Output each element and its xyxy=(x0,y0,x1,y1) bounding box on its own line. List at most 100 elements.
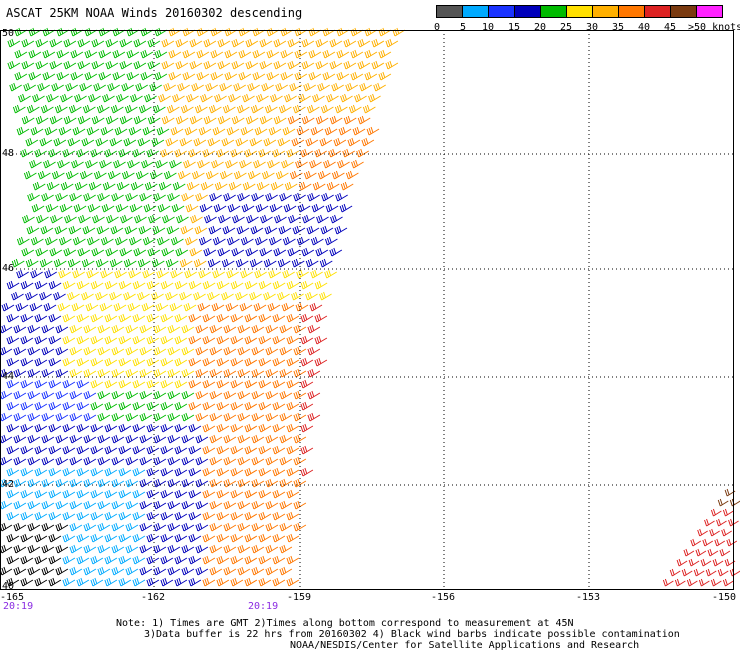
wind-barb xyxy=(319,291,332,301)
wind-barb xyxy=(6,555,20,565)
wind-barb xyxy=(195,544,209,554)
wind-barb xyxy=(41,434,55,444)
wind-barb xyxy=(84,71,98,81)
wind-barb xyxy=(697,528,708,537)
wind-barb xyxy=(195,478,209,488)
wind-barb xyxy=(244,489,258,499)
legend-swatch xyxy=(566,5,593,18)
wind-barb xyxy=(252,49,266,59)
wind-barb xyxy=(265,566,279,576)
wind-barb xyxy=(35,247,49,257)
wind-barb xyxy=(9,82,22,92)
wind-barb xyxy=(251,412,265,422)
wind-barb xyxy=(83,324,97,334)
wind-barb xyxy=(268,236,282,246)
wind-barb xyxy=(56,27,70,37)
wind-barb xyxy=(259,115,273,125)
wind-barb xyxy=(195,566,209,576)
wind-barb xyxy=(258,423,272,433)
wind-barb xyxy=(226,269,239,279)
wind-barb xyxy=(41,192,54,202)
wind-barb xyxy=(288,214,301,224)
wind-barb xyxy=(282,269,295,279)
wind-barb xyxy=(13,456,27,466)
note-line-2: 3)Data buffer is 22 hrs from 20160302 4)… xyxy=(144,629,680,640)
wind-barb xyxy=(141,302,155,312)
wind-barb xyxy=(205,82,218,92)
wind-barb xyxy=(216,555,230,565)
wind-barb xyxy=(30,126,44,136)
wind-barb xyxy=(21,38,35,48)
wind-barb xyxy=(63,38,77,48)
wind-barb xyxy=(83,434,97,444)
wind-barb xyxy=(235,137,249,147)
lon-label-165: -165 xyxy=(0,592,24,603)
wind-barb xyxy=(195,456,209,466)
wind-barb xyxy=(272,577,286,587)
wind-barb xyxy=(294,27,308,37)
wind-barb xyxy=(27,192,40,202)
wind-barb xyxy=(233,82,246,92)
wind-barb xyxy=(65,170,79,180)
wind-barb xyxy=(104,577,118,587)
wind-barb xyxy=(161,60,175,70)
wind-barb xyxy=(196,27,210,37)
wind-barb xyxy=(72,236,86,246)
wind-barb xyxy=(180,225,194,235)
wind-barb xyxy=(0,324,13,334)
wind-barb xyxy=(168,49,182,59)
wind-barb xyxy=(212,126,226,136)
wind-barb xyxy=(146,511,160,521)
wind-barb xyxy=(160,335,174,345)
wind-barb xyxy=(48,555,62,565)
wind-barb xyxy=(223,324,237,334)
wind-barb xyxy=(272,555,286,565)
wind-barb xyxy=(91,115,105,125)
wind-barb xyxy=(204,214,217,224)
wind-barb xyxy=(301,60,315,70)
wind-barb xyxy=(76,577,90,587)
wind-barb xyxy=(97,500,111,510)
wind-barb xyxy=(90,511,104,521)
wind-barb xyxy=(203,60,217,70)
wind-barb xyxy=(62,555,76,565)
wind-barb xyxy=(53,291,66,301)
wind-barb xyxy=(324,126,338,136)
wind-barb xyxy=(307,346,321,356)
wind-barb xyxy=(155,159,168,169)
wind-barb xyxy=(210,27,224,37)
wind-barb xyxy=(181,346,195,356)
wind-barb xyxy=(20,489,34,499)
wind-barb xyxy=(54,104,68,114)
wind-barb xyxy=(70,71,84,81)
wind-barb xyxy=(240,236,254,246)
wind-barb xyxy=(237,390,251,400)
wind-barb xyxy=(41,456,55,466)
wind-barb xyxy=(90,445,104,455)
wind-barb xyxy=(174,511,188,521)
wind-barb xyxy=(197,302,211,312)
wind-barb xyxy=(97,566,111,576)
wind-barb xyxy=(221,137,235,147)
wind-barb xyxy=(118,401,132,411)
wind-barb xyxy=(58,269,71,279)
wind-barb xyxy=(216,467,230,477)
wind-barb xyxy=(202,357,216,367)
wind-barb xyxy=(300,335,314,345)
wind-barb xyxy=(293,478,307,488)
wind-barb xyxy=(160,533,174,543)
wind-barb xyxy=(314,148,327,158)
wind-barb xyxy=(101,203,115,213)
wind-barb xyxy=(179,291,192,301)
wind-barb xyxy=(202,555,216,565)
wind-barb xyxy=(264,225,278,235)
wind-barb xyxy=(351,159,364,169)
wind-barb xyxy=(216,533,230,543)
wind-barb xyxy=(76,533,90,543)
wind-barb xyxy=(279,566,293,576)
wind-barb xyxy=(325,203,339,213)
wind-barb xyxy=(289,170,303,180)
wind-barb xyxy=(21,115,35,125)
wind-barb xyxy=(167,566,181,576)
wind-barb xyxy=(216,423,230,433)
